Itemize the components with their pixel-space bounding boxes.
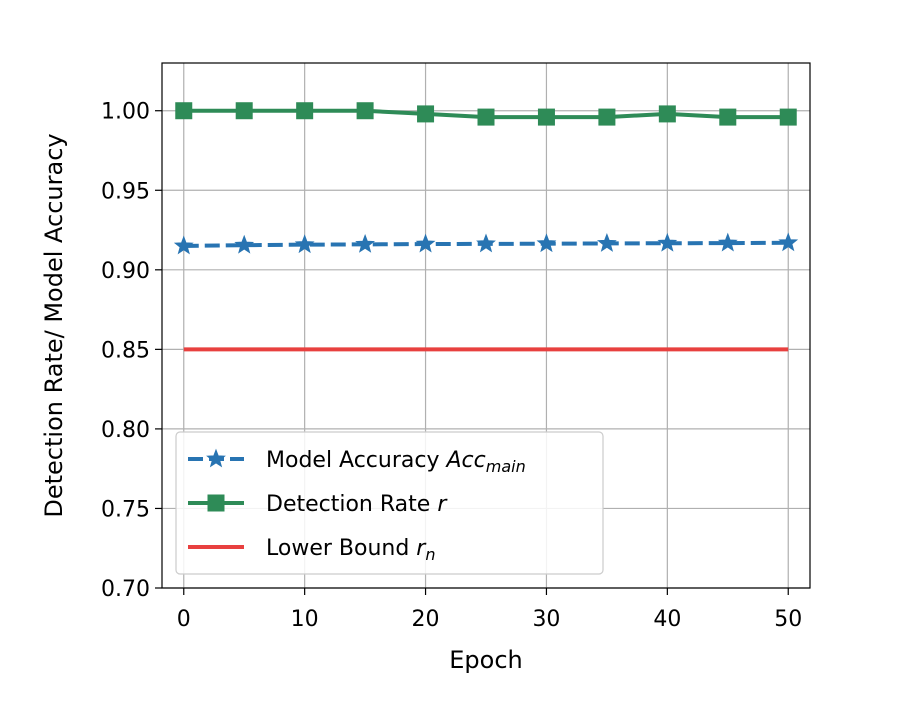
data-point (719, 108, 737, 126)
legend-marker (206, 448, 226, 468)
x-tick-label: 20 (412, 607, 440, 632)
y-tick-label: 0.85 (101, 338, 150, 363)
plot-frame (161, 62, 811, 589)
data-point (657, 232, 678, 252)
data-point (779, 108, 797, 126)
data-point (355, 233, 376, 253)
x-tick-label: 0 (177, 607, 191, 632)
data-point (235, 102, 253, 120)
y-tick-label: 0.75 (101, 497, 150, 522)
y-tick-label: 0.80 (101, 418, 150, 443)
data-point (356, 102, 374, 120)
y-tick-label: 0.90 (101, 259, 150, 284)
legend-entry-label: Model Accuracy Accmain (266, 448, 526, 476)
y-axis-label: Detection Rate/ Model Accuracy (40, 133, 68, 517)
series-2 (175, 102, 797, 126)
data-point (173, 235, 194, 255)
series-layer (173, 102, 799, 352)
ticks: 0 10 20 30 40 50 0.70 0.75 0.80 0.85 0.90 0.95 1.00 (101, 100, 802, 632)
x-axis-label: Epoch (449, 646, 523, 674)
data-point (417, 105, 435, 123)
data-point (778, 232, 799, 252)
data-point (415, 233, 436, 253)
data-point (175, 102, 193, 120)
data-point (477, 108, 495, 126)
legend-entry-label: Lower Bound rn (266, 536, 435, 564)
data-point (537, 108, 555, 126)
data-point (296, 102, 314, 120)
x-tick-label: 30 (532, 607, 560, 632)
data-point (596, 232, 617, 252)
y-tick-label: 1.00 (101, 100, 150, 125)
data-point (717, 232, 738, 252)
y-tick-label: 0.95 (101, 179, 150, 204)
x-tick-label: 10 (291, 607, 319, 632)
data-point (658, 105, 676, 123)
legend-marker (207, 494, 225, 512)
data-point (536, 233, 557, 253)
legend-box (175, 431, 604, 575)
y-tick-label: 0.70 (101, 577, 150, 602)
data-point (294, 234, 315, 254)
x-tick-label: 50 (774, 607, 802, 632)
legend-entry-label: Detection Rate r (266, 492, 448, 517)
series-1 (173, 232, 799, 255)
x-tick-label: 40 (653, 607, 681, 632)
data-point (598, 108, 616, 126)
legend: Model Accuracy Accmain Detection Rate r Lo… (175, 431, 604, 575)
data-point (234, 234, 255, 254)
data-point (476, 233, 496, 253)
